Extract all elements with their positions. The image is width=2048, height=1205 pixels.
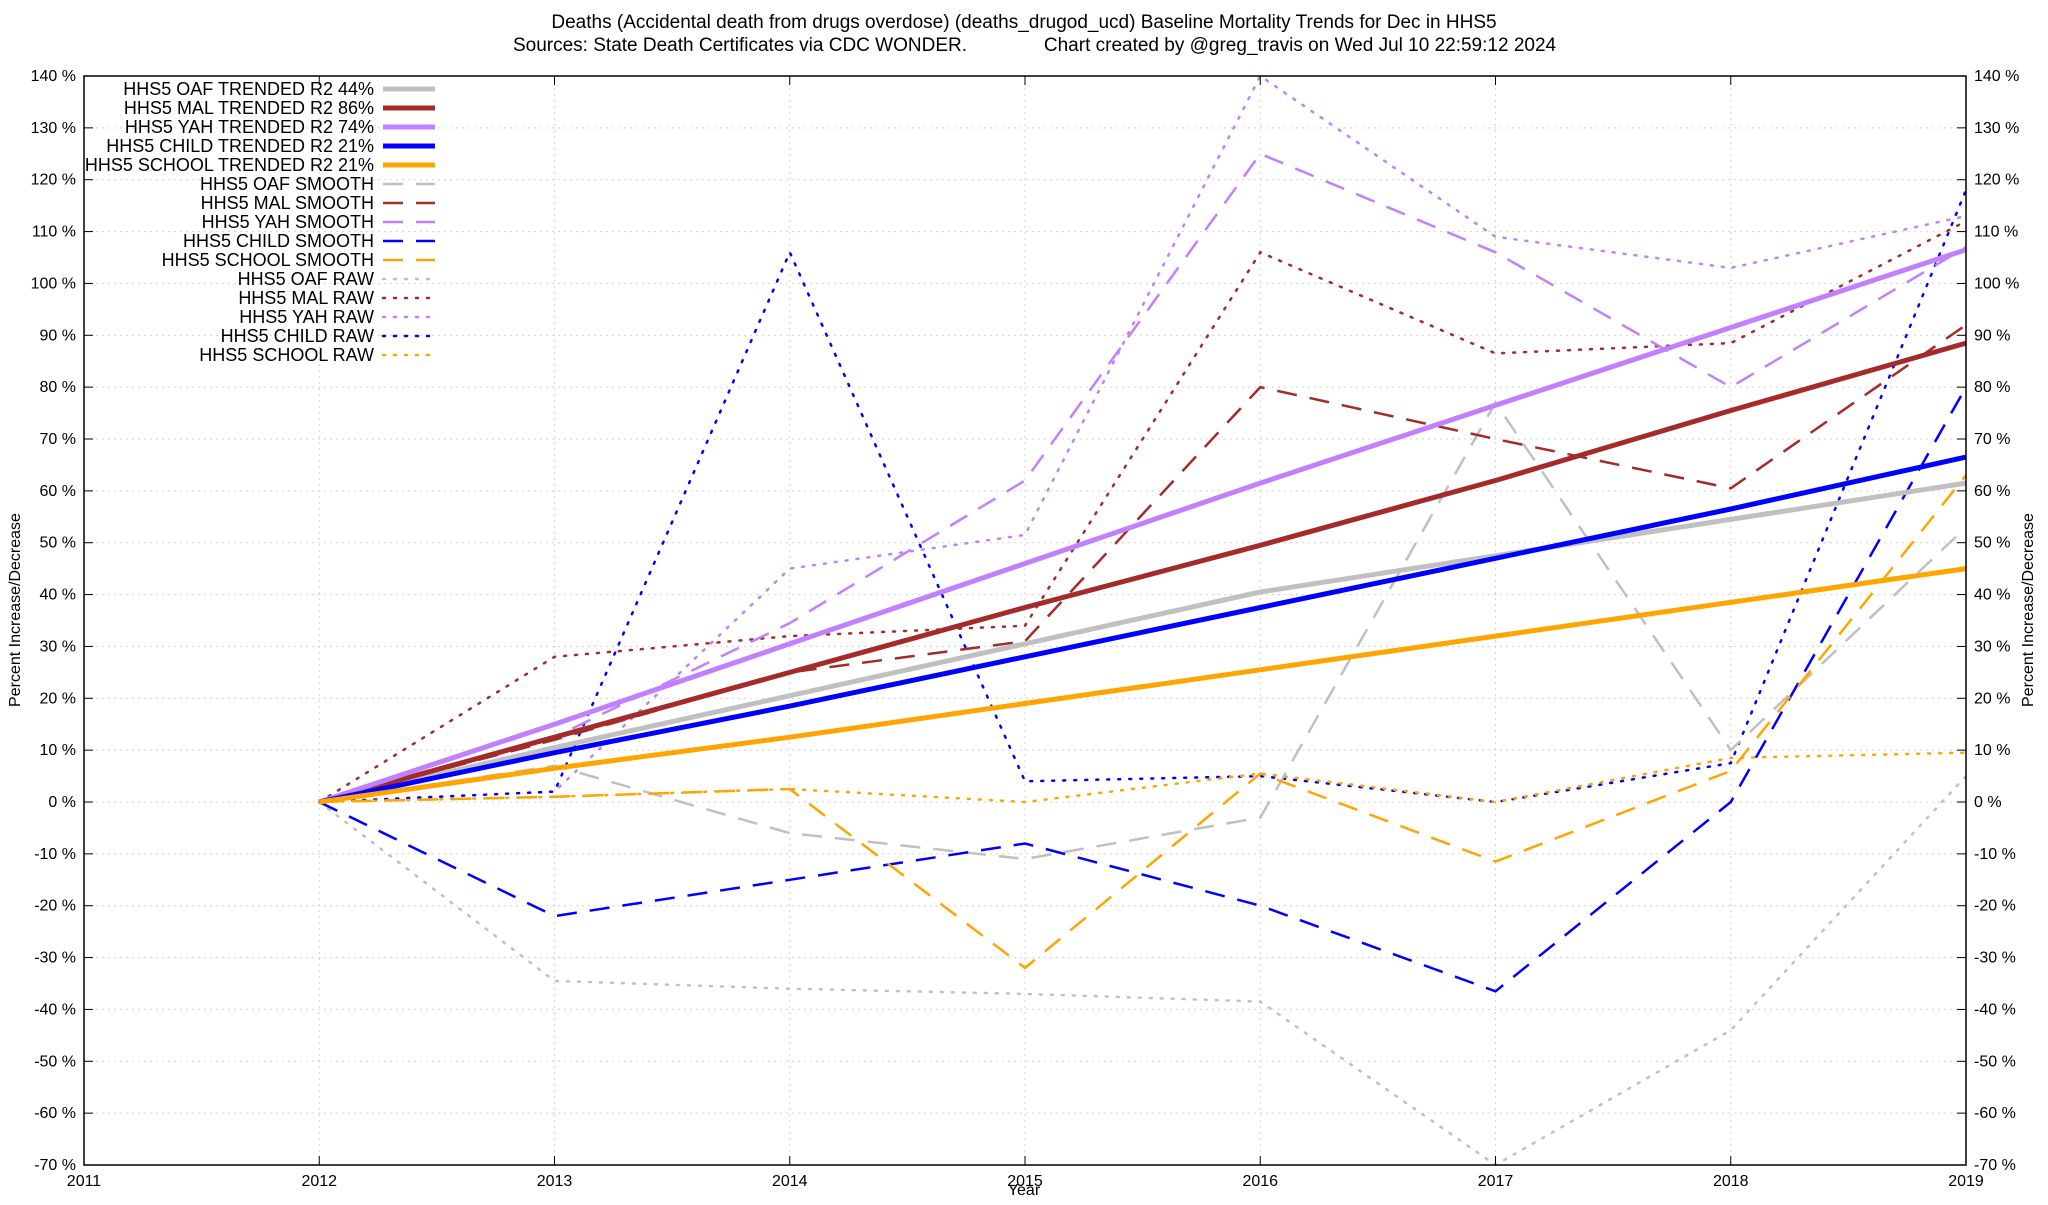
- legend: HHS5 OAF TRENDED R2 44%HHS5 MAL TRENDED …: [85, 79, 437, 365]
- chart-title-line1: Deaths (Accidental death from drugs over…: [551, 12, 1496, 33]
- legend-label: HHS5 YAH SMOOTH: [202, 212, 374, 232]
- series-line-hhs5-mal-trended-r2-86: [318, 340, 1967, 805]
- y-tick-label-right: 110 %: [1974, 224, 2018, 241]
- series-line-hhs5-child-smooth: [318, 386, 1968, 993]
- x-tick-label: 2014: [772, 1173, 808, 1190]
- y-tick-label-left: 80 %: [40, 379, 76, 396]
- y-tick-label-right: 130 %: [1974, 120, 2019, 137]
- x-tick-label: 2013: [537, 1173, 573, 1190]
- y-tick-label-left: 140 %: [31, 68, 76, 85]
- x-tick-label: 2015: [1007, 1173, 1043, 1190]
- legend-label: HHS5 YAH RAW: [239, 307, 374, 327]
- y-tick-label-left: 60 %: [40, 483, 76, 500]
- y-axis-label-left: Percent Increase/Decrease: [7, 513, 24, 707]
- y-tick-label-left: 70 %: [40, 431, 76, 448]
- chart-title-line2-right: Chart created by @greg_travis on Wed Jul…: [1044, 35, 1557, 56]
- y-tick-label-right: -50 %: [1974, 1053, 2016, 1070]
- y-tick-label-left: -30 %: [34, 950, 76, 967]
- series-line-hhs5-yah-raw: [318, 74, 1968, 804]
- y-tick-label-right: -10 %: [1974, 846, 2016, 863]
- y-tick-label-left: -20 %: [34, 898, 76, 915]
- tick-layer: 140 % 140 % 130 % 130 % 120 % 120 % 110 % 110 %…: [31, 68, 2020, 1190]
- y-tick-label-right: 30 %: [1974, 638, 2010, 655]
- series-line-hhs5-oaf-trended-r2-44: [318, 480, 1967, 805]
- legend-label: HHS5 MAL TRENDED R2 86%: [124, 98, 374, 118]
- y-tick-label-left: 130 %: [31, 120, 76, 137]
- legend-label: HHS5 CHILD RAW: [221, 326, 374, 346]
- y-tick-label-right: 40 %: [1974, 587, 2010, 604]
- series-layer: [318, 74, 1968, 1167]
- y-tick-label-right: 60 %: [1974, 483, 2010, 500]
- y-tick-label-left: -50 %: [34, 1053, 76, 1070]
- series-line-hhs5-school-trended-r2-21: [318, 566, 1967, 805]
- y-tick-label-right: 100 %: [1974, 275, 2019, 292]
- legend-label: HHS5 CHILD TRENDED R2 21%: [106, 136, 374, 156]
- y-tick-label-right: 0 %: [1974, 794, 2002, 811]
- legend-label: HHS5 SCHOOL RAW: [199, 345, 374, 365]
- series-line-hhs5-child-trended-r2-21: [318, 454, 1967, 805]
- y-tick-label-left: -70 %: [34, 1157, 76, 1174]
- series-line-hhs5-yah-smooth: [318, 152, 1967, 804]
- legend-label: HHS5 CHILD SMOOTH: [183, 231, 374, 251]
- y-tick-label-right: -20 %: [1974, 898, 2016, 915]
- legend-label: HHS5 YAH TRENDED R2 74%: [125, 117, 374, 137]
- legend-label: HHS5 MAL RAW: [238, 288, 374, 308]
- series-line-hhs5-child-raw: [318, 188, 1968, 804]
- x-axis-label: Year: [1008, 1182, 1041, 1199]
- y-tick-label-right: 140 %: [1974, 68, 2019, 85]
- y-tick-label-left: 120 %: [31, 172, 76, 189]
- y-tick-label-right: 50 %: [1974, 535, 2010, 552]
- y-tick-label-left: -40 %: [34, 1001, 76, 1018]
- y-tick-label-right: -70 %: [1974, 1157, 2016, 1174]
- y-tick-label-left: 0 %: [48, 794, 76, 811]
- y-tick-label-left: 110 %: [32, 224, 76, 241]
- legend-label: HHS5 SCHOOL TRENDED R2 21%: [85, 155, 374, 175]
- y-tick-label-left: 10 %: [40, 742, 76, 759]
- y-tick-label-left: 100 %: [31, 275, 76, 292]
- legend-label: HHS5 SCHOOL SMOOTH: [162, 250, 374, 270]
- series-line-hhs5-mal-smooth: [318, 323, 1967, 804]
- series-line-hhs5-yah-trended-r2-74: [318, 247, 1967, 805]
- y-tick-label-right: 70 %: [1974, 431, 2010, 448]
- series-line-hhs5-oaf-raw: [318, 774, 1968, 1167]
- y-tick-label-left: 50 %: [40, 535, 76, 552]
- y-tick-label-right: 10 %: [1974, 742, 2010, 759]
- y-tick-label-right: 80 %: [1974, 379, 2010, 396]
- y-tick-label-right: -30 %: [1974, 950, 2016, 967]
- x-tick-label: 2018: [1713, 1173, 1749, 1190]
- y-tick-label-left: 20 %: [40, 690, 76, 707]
- x-tick-label: 2011: [67, 1173, 102, 1190]
- y-tick-label-right: -60 %: [1974, 1105, 2016, 1122]
- legend-label: HHS5 OAF TRENDED R2 44%: [123, 79, 374, 99]
- chart-title-line2-left: Sources: State Death Certificates via CD…: [513, 35, 967, 56]
- x-tick-label: 2017: [1478, 1173, 1514, 1190]
- series-line-hhs5-mal-raw: [318, 219, 1968, 804]
- x-tick-label: 2012: [301, 1173, 337, 1190]
- y-tick-label-left: 30 %: [40, 638, 76, 655]
- legend-label: HHS5 OAF SMOOTH: [200, 174, 374, 194]
- series-line-hhs5-school-raw: [318, 751, 1968, 804]
- y-axis-label-right: Percent Increase/Decrease: [2020, 513, 2037, 707]
- legend-label: HHS5 MAL SMOOTH: [201, 193, 374, 213]
- x-tick-label: 2016: [1242, 1173, 1278, 1190]
- y-tick-label-right: 120 %: [1974, 172, 2019, 189]
- legend-label: HHS5 OAF RAW: [238, 269, 374, 289]
- y-tick-label-left: -60 %: [34, 1105, 76, 1122]
- x-tick-label: 2019: [1948, 1173, 1984, 1190]
- series-line-hhs5-school-smooth: [319, 474, 1967, 970]
- y-tick-label-right: 90 %: [1974, 327, 2010, 344]
- y-tick-label-right: 20 %: [1974, 690, 2010, 707]
- y-tick-label-left: -10 %: [34, 846, 76, 863]
- y-tick-label-left: 90 %: [40, 327, 76, 344]
- y-tick-label-left: 40 %: [40, 587, 76, 604]
- y-tick-label-right: -40 %: [1974, 1001, 2016, 1018]
- series-line-hhs5-oaf-smooth: [319, 400, 1967, 861]
